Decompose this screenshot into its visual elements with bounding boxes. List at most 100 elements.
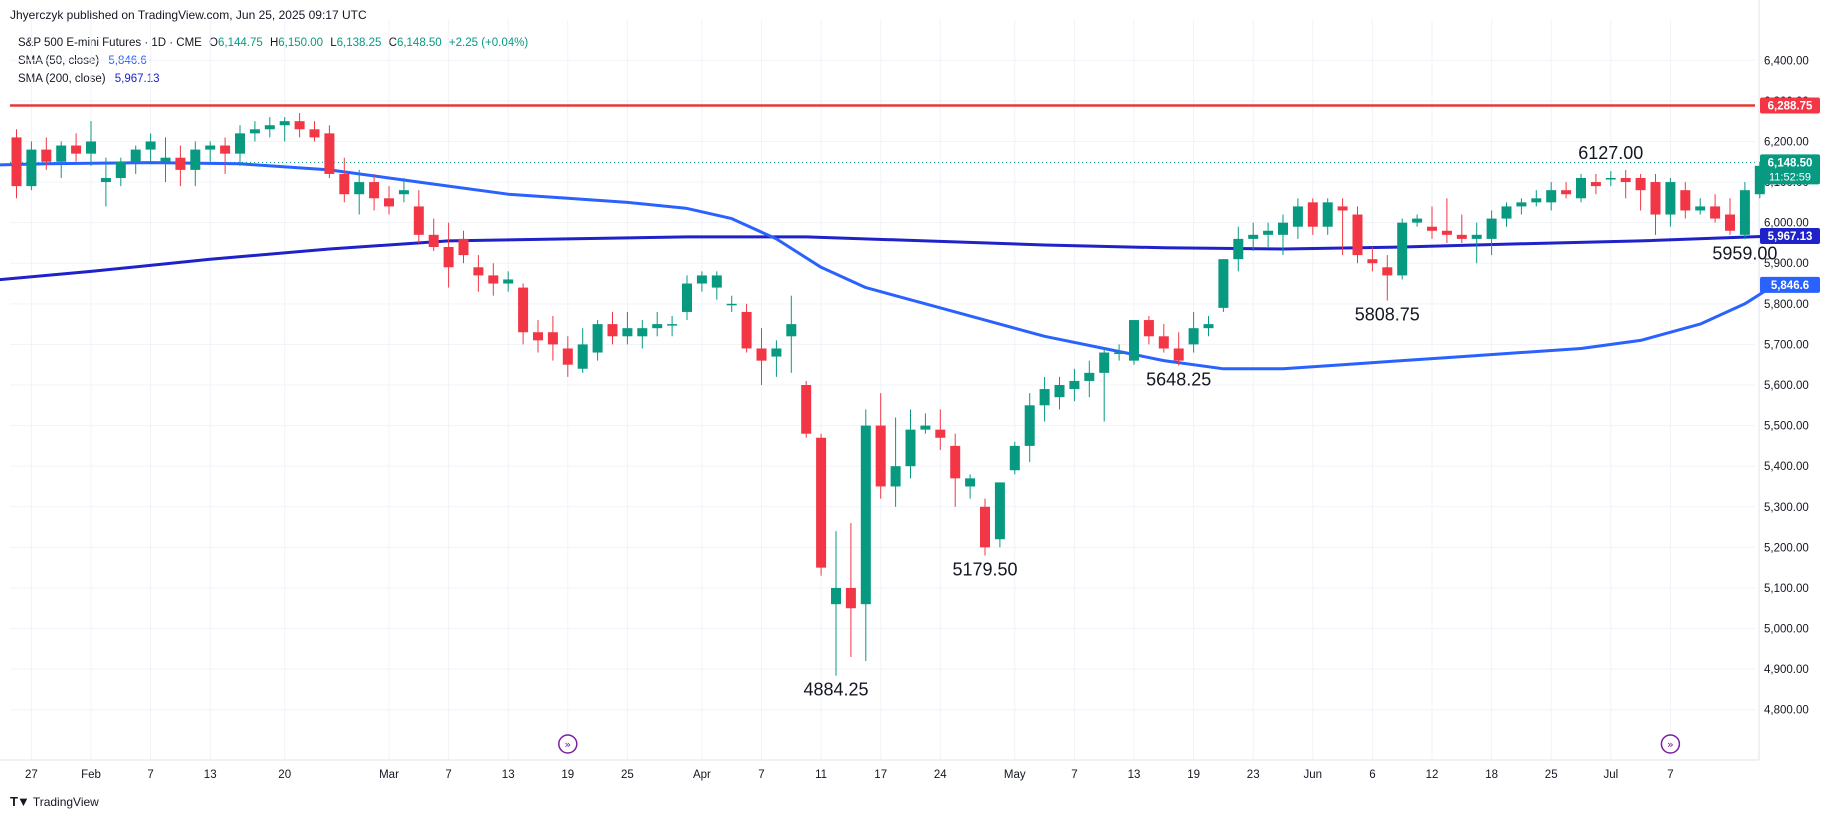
candle-up xyxy=(1501,206,1512,219)
candle-down xyxy=(1650,182,1661,215)
candle-up xyxy=(711,275,722,288)
x-tick-label: 25 xyxy=(621,769,634,781)
candle-up xyxy=(667,324,678,326)
candle-up xyxy=(1397,222,1408,276)
candle-up xyxy=(26,149,37,187)
candle-up xyxy=(1739,190,1750,235)
price-annotation: 5959.00 xyxy=(1712,243,1777,263)
candle-up xyxy=(503,279,514,284)
candle-down xyxy=(1620,178,1631,183)
candle-down xyxy=(1725,214,1735,231)
candle-down xyxy=(816,437,827,568)
x-tick-label: 7 xyxy=(1071,769,1077,781)
candle-down xyxy=(1427,226,1437,231)
sma200-line xyxy=(0,234,1775,282)
x-tick-label: 27 xyxy=(25,769,38,781)
candle-up xyxy=(1203,324,1214,329)
candle-up xyxy=(279,121,290,126)
candle-down xyxy=(294,121,305,130)
x-tick-label: Feb xyxy=(81,769,101,781)
high-label: H xyxy=(269,37,279,49)
symbol-title[interactable]: S&P 500 E-mini Futures · 1D · CME xyxy=(18,37,202,49)
x-tick-label: 12 xyxy=(1426,769,1439,781)
candle-up xyxy=(577,344,588,369)
candle-down xyxy=(875,425,886,487)
candle-up xyxy=(860,425,871,605)
candle-down xyxy=(41,149,52,162)
sma50-label: SMA (50, close) xyxy=(18,55,100,67)
x-tick-label: 20 xyxy=(278,769,291,781)
candle-up xyxy=(100,178,111,183)
low-value: 6,138.25 xyxy=(336,37,382,49)
sma200-value: 5,967.13 xyxy=(114,73,160,85)
candle-up xyxy=(592,324,603,353)
candle-down xyxy=(1680,190,1691,211)
candle-up xyxy=(1024,405,1035,446)
candle-down xyxy=(741,311,752,349)
candle-up xyxy=(145,141,156,150)
candle-up xyxy=(831,587,841,605)
chart-legend: S&P 500 E-mini Futures · 1D · CME O6,144… xyxy=(18,34,528,88)
y-tick-label: 5,500.00 xyxy=(1764,421,1809,433)
candle-up xyxy=(652,324,663,329)
candle-up xyxy=(205,145,216,150)
candle-up xyxy=(130,149,141,162)
candle-up xyxy=(1605,178,1616,180)
candle-up xyxy=(1039,389,1050,406)
y-tick-label: 6,400.00 xyxy=(1764,55,1809,67)
x-tick-label: 13 xyxy=(1128,769,1141,781)
candle-down xyxy=(935,429,946,438)
candle-up xyxy=(249,129,260,134)
candle-down xyxy=(1143,320,1154,337)
candle-down xyxy=(443,247,454,268)
price-label-bg xyxy=(1760,227,1820,244)
candle-up xyxy=(786,324,797,337)
y-tick-label: 6,000.00 xyxy=(1764,218,1809,230)
candle-up xyxy=(1099,352,1110,373)
x-tick-label: 7 xyxy=(1667,769,1673,781)
candle-up xyxy=(1412,218,1423,223)
sma50-row[interactable]: SMA (50, close) 5,846.6 xyxy=(18,52,528,70)
event-marker-icon xyxy=(1660,734,1681,754)
candle-down xyxy=(1710,206,1721,219)
candle-down xyxy=(1561,190,1572,195)
price-chart[interactable]: 4,800.00 4,900.00 5,000.00 5,100.00 5,200.00… xyxy=(0,0,1835,790)
candle-down xyxy=(1307,202,1318,227)
price-label-text: 5,967.13 xyxy=(1768,231,1813,243)
price-annotation: 5179.50 xyxy=(952,560,1017,580)
candle-down xyxy=(801,385,812,434)
candle-up xyxy=(1576,178,1586,199)
x-tick-label: 13 xyxy=(204,769,217,781)
sma200-row[interactable]: SMA (200, close) 5,967.13 xyxy=(18,70,528,88)
candle-down xyxy=(473,267,484,276)
candle-up xyxy=(1114,352,1125,355)
high-value: 6,150.00 xyxy=(278,37,324,49)
candle-up xyxy=(1546,190,1557,203)
candle-down xyxy=(458,238,469,256)
candle-up xyxy=(398,190,409,195)
candle-up xyxy=(637,328,648,337)
candle-down xyxy=(950,445,961,479)
candle-up xyxy=(190,149,201,170)
candle-up xyxy=(1292,206,1303,227)
candle-up xyxy=(1129,320,1139,361)
candle-down xyxy=(1441,230,1452,235)
candle-up xyxy=(235,133,245,154)
candle-down xyxy=(1456,234,1467,239)
tradingview-logo-icon: T▼ xyxy=(10,794,30,809)
y-tick-label: 4,800.00 xyxy=(1764,705,1809,717)
x-tick-label: Apr xyxy=(693,769,711,781)
candle-up xyxy=(1531,198,1542,203)
candle-down xyxy=(339,173,350,195)
candle-up xyxy=(1516,202,1527,207)
candle-up xyxy=(354,182,365,195)
candle-up xyxy=(726,303,737,306)
x-tick-label: 23 xyxy=(1247,769,1260,781)
footer-brand: TradingView xyxy=(32,794,99,809)
price-label-text: 6,288.75 xyxy=(1768,100,1813,112)
close-label: C xyxy=(388,37,397,49)
candle-up xyxy=(622,328,633,337)
candle-up xyxy=(1471,234,1482,239)
price-annotation: 5808.75 xyxy=(1355,304,1420,324)
y-tick-label: 5,700.00 xyxy=(1764,339,1809,351)
